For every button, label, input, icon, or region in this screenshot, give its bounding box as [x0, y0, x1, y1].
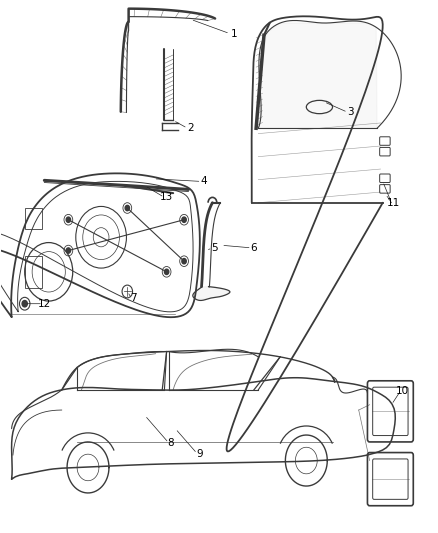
- Circle shape: [22, 301, 27, 307]
- Text: 1: 1: [231, 29, 237, 39]
- Circle shape: [66, 217, 71, 222]
- Text: 4: 4: [201, 176, 207, 187]
- Circle shape: [66, 248, 71, 253]
- Circle shape: [164, 269, 169, 274]
- Text: 3: 3: [346, 107, 353, 117]
- Text: 10: 10: [396, 386, 409, 397]
- Text: 6: 6: [251, 243, 257, 253]
- Polygon shape: [259, 23, 377, 128]
- Circle shape: [182, 217, 186, 222]
- Text: 5: 5: [211, 243, 218, 253]
- Circle shape: [125, 205, 130, 211]
- Bar: [25, 208, 42, 229]
- Text: 12: 12: [38, 298, 51, 309]
- Text: 8: 8: [168, 438, 174, 448]
- Bar: [25, 256, 42, 288]
- Text: 2: 2: [187, 123, 194, 133]
- Text: 11: 11: [387, 198, 400, 208]
- Text: 7: 7: [131, 293, 137, 303]
- Circle shape: [182, 259, 186, 264]
- Polygon shape: [193, 287, 230, 300]
- Text: 13: 13: [160, 192, 173, 203]
- Text: 9: 9: [196, 449, 203, 458]
